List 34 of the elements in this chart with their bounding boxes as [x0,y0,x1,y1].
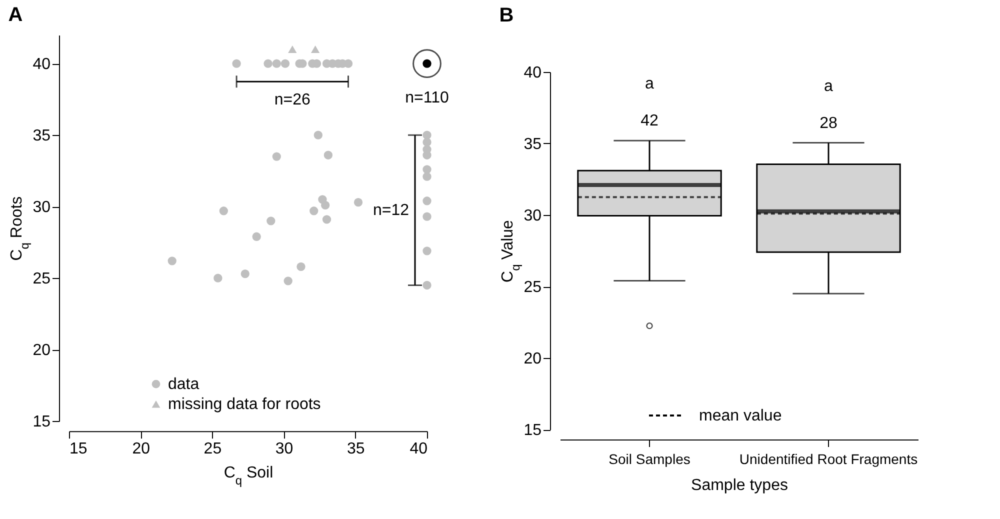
annotation: 28 [820,114,838,132]
y-tick-label: 35 [32,128,51,145]
x-tick-label: Soil Samples [608,451,690,467]
annotation: n=12 [372,202,410,220]
chart-title: B [499,4,514,26]
annotation: a [824,78,834,95]
annotation: mean value [699,408,782,424]
annotation: a [645,76,654,93]
x-tick-label: 35 [347,440,365,458]
annotation: n=26 [274,92,310,109]
x-axis-title: Sample types [691,477,788,494]
legend-label: data [168,376,200,394]
chart-title: A [8,4,23,26]
x-axis-title: C$_{q}$ Soil [224,464,274,488]
y-tick-label: 15 [524,422,542,439]
y-tick-label: 40 [524,64,542,82]
x-tick-label: 30 [275,440,294,458]
y-tick-label: 30 [524,208,542,224]
y-tick-label: 25 [32,270,51,288]
y-tick-label: 20 [32,342,51,360]
annotation: n=110 [405,90,449,107]
x-tick-label: Unidentified Root Fragments [739,451,918,467]
x-tick-label: 25 [204,440,222,458]
y-tick-label: 40 [32,56,51,74]
y-tick-label: 25 [524,279,542,296]
y-tick-label: 30 [32,199,51,216]
x-tick-label: 40 [410,440,428,458]
x-tick-label: 20 [132,440,150,458]
legend-label: missing data for roots [168,396,321,414]
x-tick-label: 15 [70,440,88,458]
annotation: 42 [640,112,658,130]
y-tick-label: 15 [32,414,51,431]
y-tick-label: 35 [524,136,542,153]
y-tick-label: 20 [524,350,542,368]
